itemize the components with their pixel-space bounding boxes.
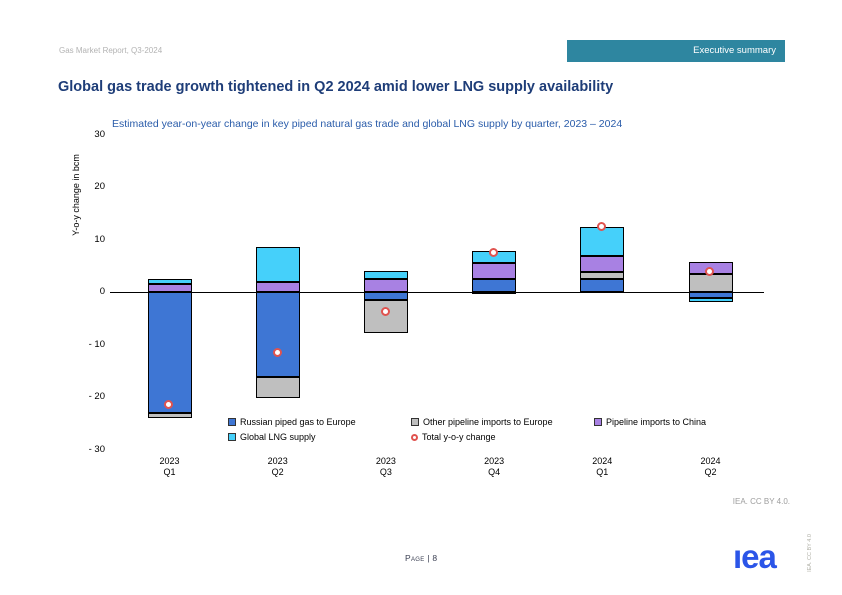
- x-axis-label-quarter: Q3: [379, 467, 392, 477]
- bar-segment-lng: [363, 271, 408, 279]
- bar-segment-other: [472, 292, 517, 294]
- iea-logo: ıea: [733, 538, 777, 575]
- x-axis-label: 2023 Q2: [248, 456, 308, 478]
- bar-segment-russia: [147, 292, 192, 413]
- x-axis-label: 2023 Q3: [356, 456, 416, 478]
- x-axis-label-year: 2023: [484, 456, 505, 466]
- side-license-note: IEA. CC BY 4.0: [807, 534, 813, 572]
- bar-segment-china: [472, 263, 517, 279]
- bar-segment-lng: [255, 246, 300, 283]
- legend-label: Global LNG supply: [240, 432, 316, 442]
- y-tick-label: 0: [99, 286, 105, 297]
- zero-axis-line: [110, 292, 764, 293]
- x-axis-label-year: 2023: [159, 456, 180, 466]
- legend-circle-marker-icon: [411, 433, 418, 441]
- bar-segment-russia: [472, 278, 517, 292]
- bar-segment-china: [363, 278, 408, 292]
- y-tick-label: 10: [94, 233, 105, 245]
- total-marker: [272, 348, 282, 358]
- legend-item-total: Total y-o-y change: [411, 432, 594, 442]
- bar-segment-other: [255, 377, 300, 399]
- x-axis-label: 2024 Q2: [681, 456, 741, 478]
- bar-segment-china: [255, 282, 300, 292]
- x-axis-label-year: 2024: [700, 456, 721, 466]
- legend-item-china: Pipeline imports to China: [594, 417, 706, 427]
- license-attribution: IEA. CC BY 4.0.: [732, 497, 790, 506]
- x-axis-label-quarter: Q1: [596, 467, 609, 477]
- x-axis-label-quarter: Q2: [271, 467, 284, 477]
- legend-item-other: Other pipeline imports to Europe: [411, 417, 594, 427]
- total-marker: [164, 399, 174, 409]
- chart-legend: Russian piped gas to Europe Other pipelin…: [228, 417, 706, 442]
- bar-segment-china: [580, 256, 625, 273]
- bar-segment-lng: [688, 298, 733, 302]
- legend-label: Total y-o-y change: [422, 432, 496, 442]
- bar-segment-russia: [363, 292, 408, 300]
- bar-segment-russia: [580, 279, 625, 292]
- bar-segment-other: [688, 273, 733, 292]
- legend-square-swatch-icon: [228, 418, 236, 426]
- total-marker: [380, 306, 390, 316]
- y-tick-label: - 10: [88, 338, 105, 350]
- legend-label: Russian piped gas to Europe: [240, 417, 356, 427]
- legend-item-lng: Global LNG supply: [228, 432, 411, 442]
- page-number: Page | 8: [405, 553, 438, 563]
- bar-segment-russia: [688, 292, 733, 299]
- x-axis-label: 2024 Q1: [572, 456, 632, 478]
- legend-square-swatch-icon: [594, 418, 602, 426]
- chart-subtitle: Estimated year-on-year change in key pip…: [112, 118, 623, 130]
- legend-item-russia: Russian piped gas to Europe: [228, 417, 411, 427]
- bar-segment-other: [363, 299, 408, 333]
- total-marker: [489, 247, 498, 257]
- bar-segment-russia: [255, 292, 300, 378]
- legend-square-swatch-icon: [228, 433, 236, 441]
- y-tick-label: 30: [94, 128, 105, 140]
- x-axis-label-year: 2023: [375, 456, 396, 466]
- total-marker: [705, 266, 715, 276]
- bar-segment-lng: [580, 226, 625, 257]
- x-axis-label-quarter: Q1: [163, 467, 176, 477]
- bar-segment-china: [147, 283, 192, 292]
- legend-label: Pipeline imports to China: [606, 417, 707, 427]
- executive-summary-badge: Executive summary: [567, 40, 785, 62]
- x-axis-label-quarter: Q4: [488, 467, 501, 477]
- legend-square-swatch-icon: [411, 418, 419, 426]
- y-tick-label: - 20: [88, 391, 105, 402]
- x-axis-label-year: 2024: [592, 456, 613, 466]
- bar-segment-lng: [147, 279, 192, 284]
- bar-segment-other: [580, 272, 625, 280]
- total-marker: [597, 221, 607, 231]
- page-title: Global gas trade growth tightened in Q2 …: [58, 79, 614, 95]
- y-tick-label: 20: [94, 181, 105, 192]
- x-axis-label: 2023 Q4: [464, 456, 524, 478]
- report-name-label: Gas Market Report, Q3-2024: [59, 46, 163, 55]
- x-axis-label-year: 2023: [267, 456, 288, 466]
- bar-segment-other: [147, 412, 192, 418]
- x-axis-label: 2023 Q1: [140, 456, 200, 478]
- x-axis-label-quarter: Q2: [704, 467, 717, 477]
- legend-label: Other pipeline imports to Europe: [423, 417, 553, 427]
- y-tick-label: - 30: [88, 443, 105, 455]
